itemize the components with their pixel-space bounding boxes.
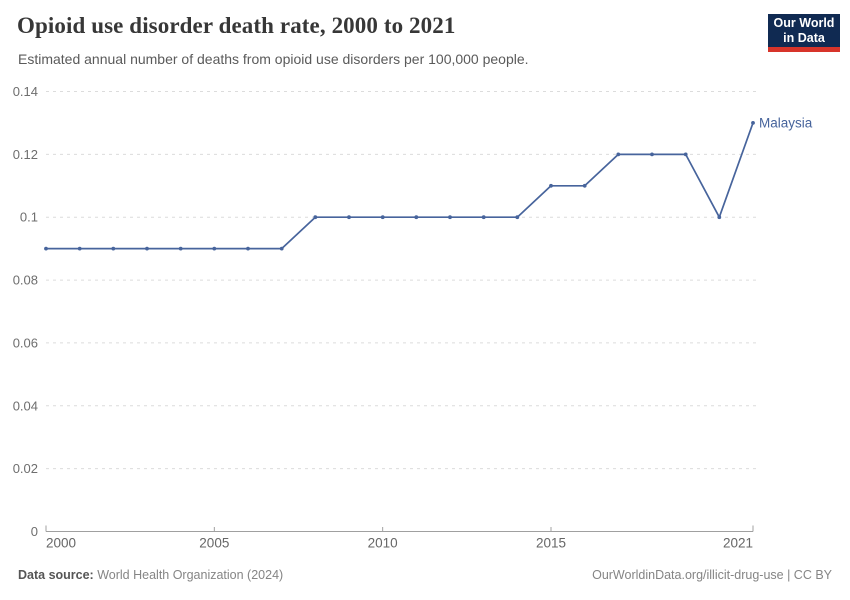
data-point[interactable]	[44, 246, 48, 251]
data-point[interactable]	[683, 152, 688, 157]
y-tick-label: 0.1	[20, 210, 38, 225]
owid-logo-line2: in Data	[783, 30, 825, 45]
x-tick-label: 2015	[536, 536, 566, 551]
data-source-value: World Health Organization (2024)	[97, 568, 284, 582]
data-line[interactable]	[45, 122, 754, 250]
data-point[interactable]	[145, 246, 149, 251]
data-point[interactable]	[347, 215, 351, 220]
chart-footer: Data source: World Health Organization (…	[0, 568, 850, 590]
data-point[interactable]	[448, 215, 452, 220]
owid-logo-line1: Our World	[773, 15, 835, 30]
data-point[interactable]	[515, 215, 520, 220]
y-tick-label: 0	[31, 524, 38, 539]
data-point[interactable]	[77, 246, 82, 251]
data-point[interactable]	[582, 183, 587, 188]
data-point[interactable]	[481, 215, 486, 220]
y-tick-label: 0.04	[13, 398, 38, 413]
owid-logo[interactable]: Our World in Data	[768, 14, 840, 52]
data-source-note: Data source: World Health Organization (…	[18, 568, 283, 582]
data-point[interactable]	[650, 152, 654, 157]
y-tick-label: 0.06	[13, 335, 38, 350]
series-end-label[interactable]: Malaysia	[759, 115, 813, 130]
data-point[interactable]	[279, 246, 284, 251]
data-point[interactable]	[616, 152, 621, 157]
data-point[interactable]	[212, 246, 217, 251]
attribution-link[interactable]: OurWorldinData.org/illicit-drug-use | CC…	[592, 568, 832, 582]
data-point[interactable]	[751, 121, 755, 125]
y-tick-label: 0.08	[13, 273, 38, 288]
page-subtitle: Estimated annual number of deaths from o…	[18, 51, 529, 67]
page-title: Opioid use disorder death rate, 2000 to …	[17, 13, 456, 38]
x-tick-label: 2000	[46, 536, 76, 551]
x-tick-label: 2005	[199, 536, 229, 551]
data-point[interactable]	[414, 215, 419, 220]
data-point[interactable]	[313, 215, 318, 220]
data-point[interactable]	[549, 183, 553, 188]
y-tick-label: 0.02	[13, 461, 38, 476]
data-point[interactable]	[111, 246, 116, 251]
data-point[interactable]	[380, 215, 385, 220]
data-source-label: Data source:	[18, 568, 94, 582]
x-tick-label: 2010	[368, 536, 398, 551]
data-point[interactable]	[178, 246, 183, 251]
data-point[interactable]	[246, 246, 250, 251]
y-tick-label: 0.12	[13, 147, 38, 162]
y-tick-label: 0.14	[13, 84, 38, 99]
data-point[interactable]	[717, 215, 722, 220]
x-tick-label: 2021	[723, 536, 753, 551]
